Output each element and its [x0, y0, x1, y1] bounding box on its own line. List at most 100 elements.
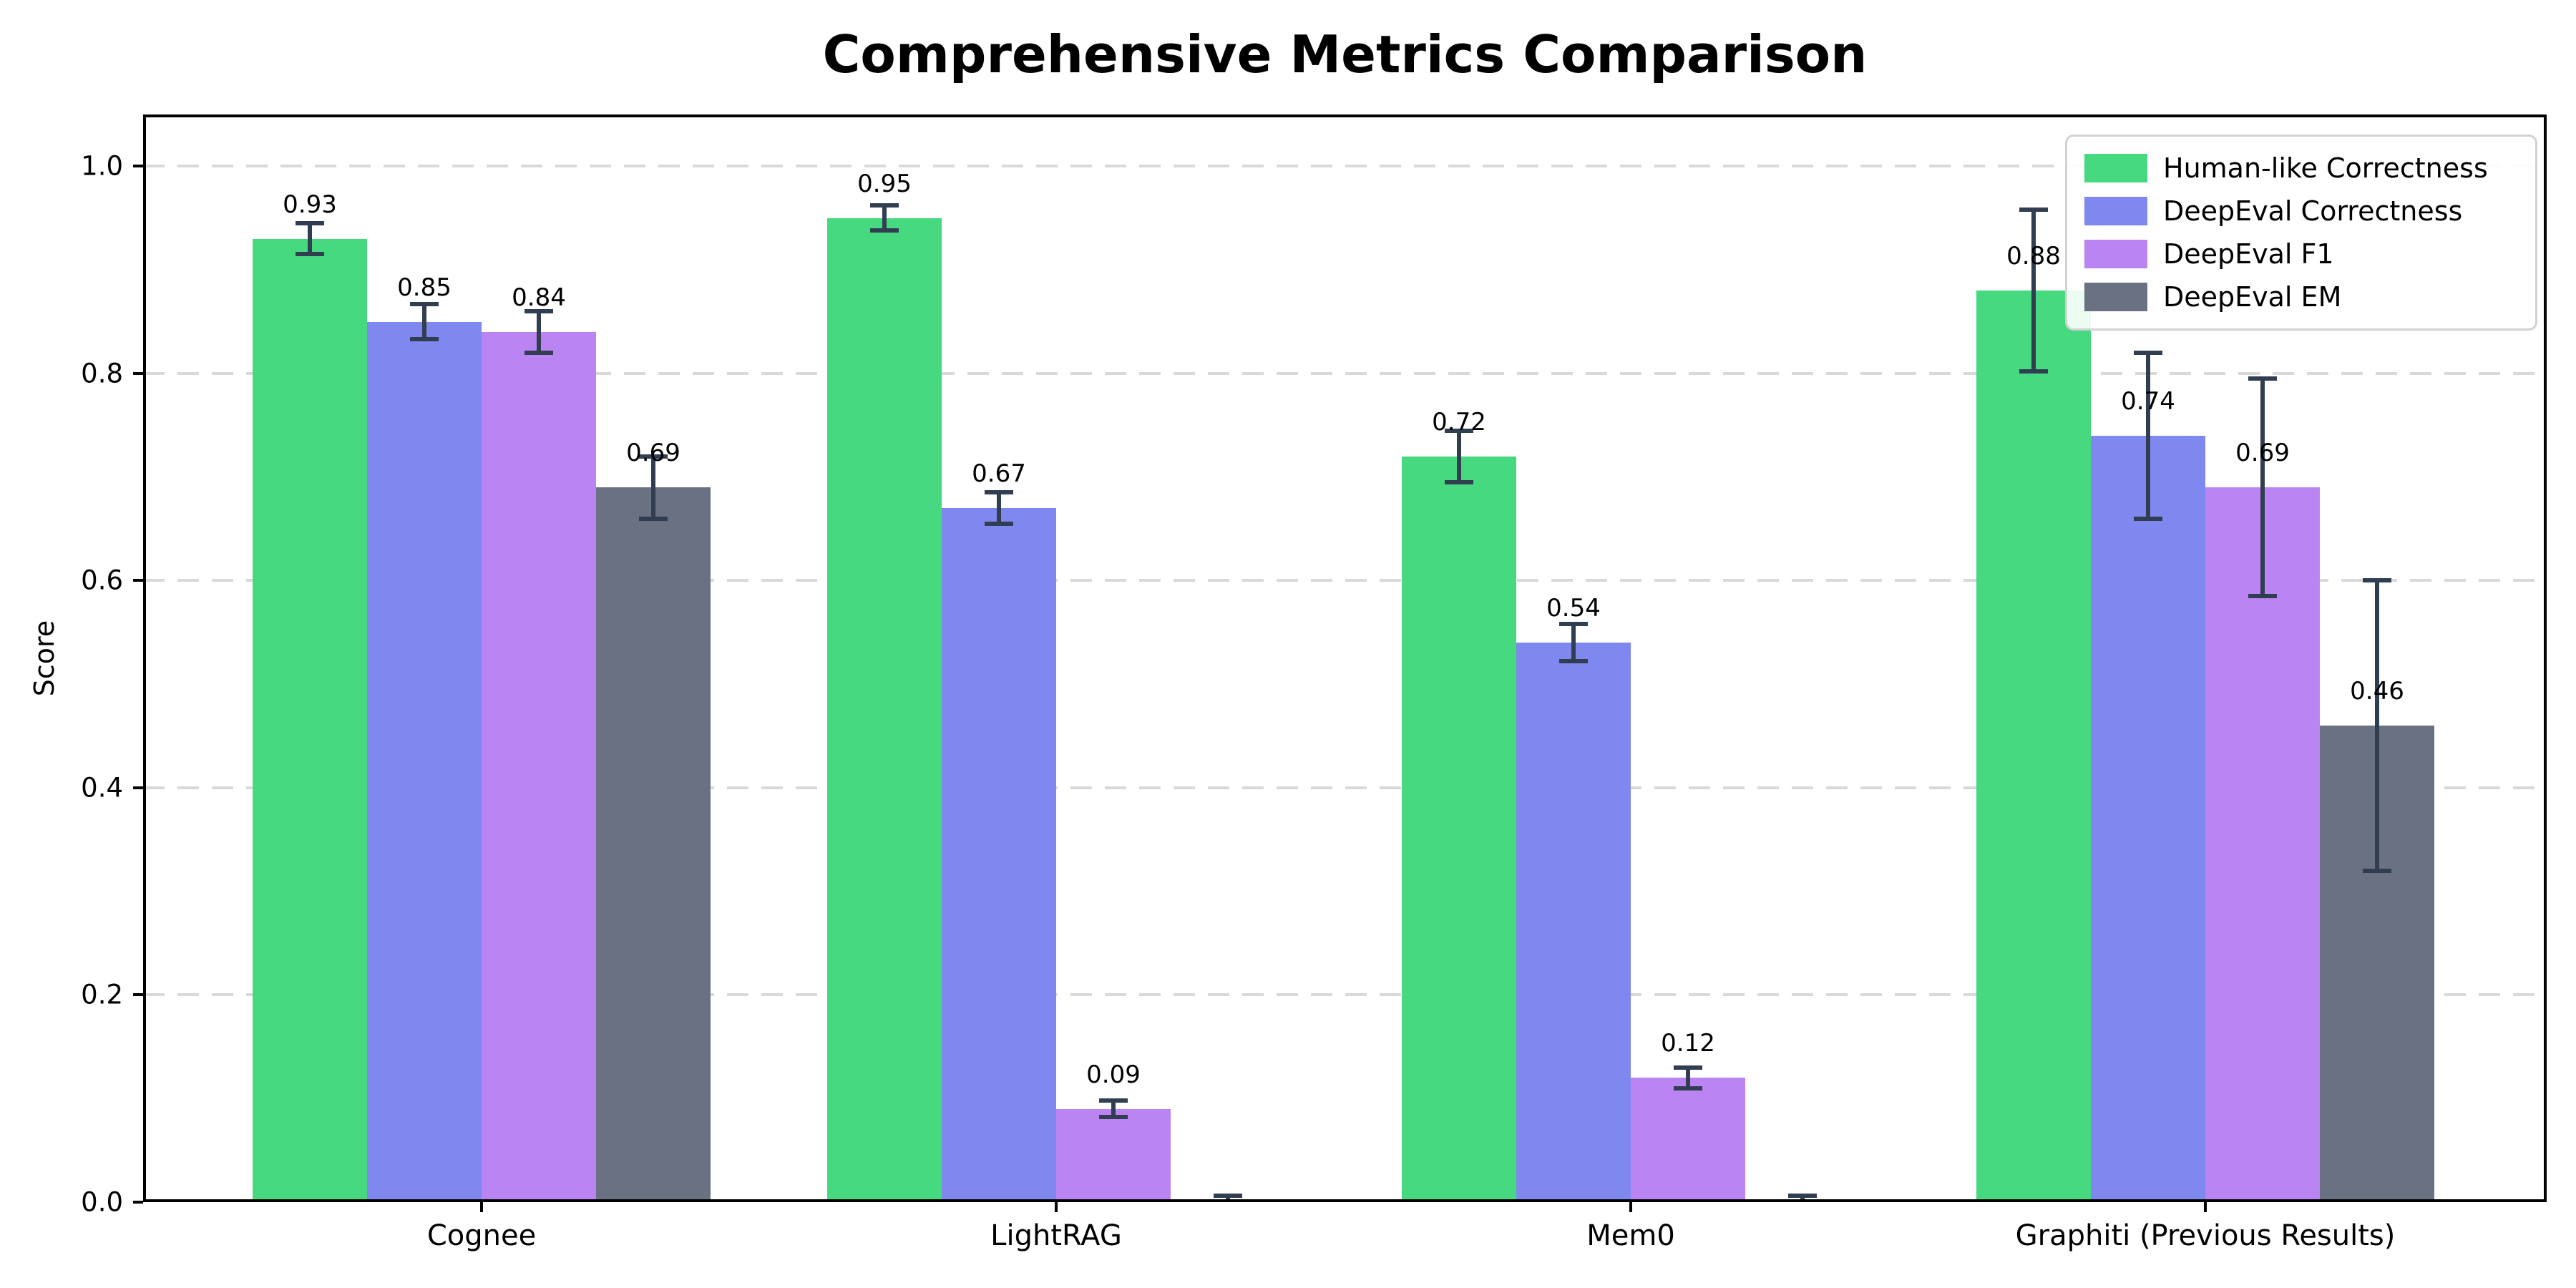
bar-mem0-deepeval-correctness: [1516, 643, 1631, 1202]
error-bar-cap-bottom: [2019, 369, 2048, 374]
error-bar-line: [997, 492, 1001, 524]
bar-value-label: 0.88: [2006, 242, 2061, 271]
y-tick-mark: [133, 579, 143, 582]
bar-graphiti-previous-results--deepeval-f1: [2205, 487, 2320, 1202]
legend-label: DeepEval F1: [2163, 238, 2334, 270]
y-tick-mark: [133, 993, 143, 997]
error-bar-cap-top: [1099, 1098, 1128, 1103]
y-tick-mark: [133, 1201, 143, 1204]
bar-cognee-deepeval-correctness: [367, 321, 482, 1202]
error-bar-cap-bottom: [870, 228, 899, 233]
error-bar-cap-top: [1445, 428, 1473, 433]
bar-value-label: 0.09: [1086, 1060, 1141, 1089]
y-axis-label: Score: [29, 620, 60, 697]
error-bar-line: [2260, 379, 2265, 597]
x-tick-mark: [2204, 1202, 2207, 1212]
error-bar-cap-top: [1559, 622, 1588, 627]
error-bar-line: [882, 205, 887, 231]
error-bar-cap-top: [1674, 1065, 1702, 1070]
x-tick-label-lightrag: LightRAG: [990, 1219, 1122, 1252]
error-bar-cap-top: [1788, 1194, 1817, 1199]
error-bar-line: [1800, 1196, 1805, 1202]
error-bar-line: [1457, 430, 1461, 482]
bar-value-label: 0.93: [283, 190, 337, 219]
legend-swatch-deepeval-correctness: [2084, 197, 2147, 225]
error-bar-line: [1111, 1101, 1116, 1118]
gridline: [143, 371, 2547, 375]
legend-swatch-deepeval-f1: [2084, 240, 2147, 268]
gridline: [143, 579, 2547, 582]
error-bar-cap-top: [2248, 376, 2277, 381]
bar-value-label: 0.46: [2350, 677, 2404, 706]
bar-lightrag-deepeval-f1: [1056, 1108, 1171, 1202]
legend: Human-like Correctness DeepEval Correctne…: [2065, 135, 2537, 331]
error-bar-cap-bottom: [2248, 594, 2277, 599]
bar-value-label: 0.54: [1546, 594, 1601, 623]
error-bar-cap-bottom: [1099, 1115, 1128, 1120]
bar-value-label: 0.69: [626, 439, 680, 468]
error-bar-line: [308, 223, 312, 255]
legend-row-deepeval-em: DeepEval EM: [2084, 278, 2518, 316]
error-bar-cap-bottom: [410, 337, 439, 342]
y-tick-label: 0.0: [81, 1186, 123, 1218]
bar-value-label: 0.85: [397, 273, 452, 302]
gridline: [143, 993, 2547, 997]
error-bar-cap-bottom: [2363, 868, 2391, 873]
legend-label: Human-like Correctness: [2163, 152, 2488, 184]
bar-graphiti-previous-results--deepeval-correctness: [2091, 435, 2205, 1202]
error-bar-cap-bottom: [1674, 1085, 1702, 1091]
error-bar-cap-top: [2363, 578, 2391, 583]
bar-mem0-human-like-correctness: [1402, 456, 1516, 1202]
error-bar-line: [1686, 1067, 1690, 1088]
bar-value-label: 0.67: [972, 459, 1026, 489]
y-tick-label: 0.4: [81, 772, 123, 804]
bar-cognee-deepeval-f1: [482, 332, 596, 1202]
error-bar-line: [1226, 1196, 1230, 1202]
error-bar-line: [422, 303, 426, 340]
error-bar-cap-bottom: [2134, 516, 2162, 521]
y-tick-label: 0.2: [81, 979, 123, 1010]
error-bar-cap-top: [1214, 1194, 1242, 1199]
bar-value-label: 0.74: [2121, 386, 2175, 416]
error-bar-line: [2146, 352, 2150, 519]
legend-row-deepeval-f1: DeepEval F1: [2084, 235, 2518, 273]
bar-value-label: 0.72: [1432, 407, 1486, 436]
error-bar-cap-bottom: [296, 252, 324, 257]
bar-value-label: 0.84: [512, 283, 566, 312]
bar-cognee-deepeval-em: [596, 487, 711, 1202]
error-bar-cap-top: [525, 309, 553, 314]
error-bar-cap-bottom: [1559, 659, 1588, 664]
x-tick-mark: [1055, 1202, 1058, 1212]
legend-label: DeepEval Correctness: [2163, 195, 2463, 227]
error-bar-line: [1571, 624, 1576, 662]
x-tick-mark: [480, 1202, 483, 1212]
x-tick-label-cognee: Cognee: [426, 1219, 537, 1252]
error-bar-line: [651, 456, 655, 519]
error-bar-cap-top: [410, 301, 439, 306]
y-tick-mark: [133, 165, 143, 168]
error-bar-cap-bottom: [1445, 479, 1473, 484]
error-bar-cap-top: [985, 490, 1013, 495]
error-bar-cap-bottom: [525, 350, 553, 355]
error-bar-line: [2031, 210, 2036, 371]
legend-swatch-deepeval-em: [2084, 283, 2147, 311]
bar-graphiti-previous-results--human-like-correctness: [1976, 291, 2091, 1202]
bar-mem0-deepeval-f1: [1631, 1078, 1745, 1202]
x-tick-label-graphiti-previous-results-: Graphiti (Previous Results): [2015, 1219, 2396, 1252]
y-tick-mark: [133, 371, 143, 375]
legend-row-human-like-correctness: Human-like Correctness: [2084, 150, 2518, 187]
error-bar-cap-top: [639, 454, 668, 459]
error-bar-cap-top: [2134, 350, 2162, 355]
y-tick-mark: [133, 786, 143, 789]
error-bar-line: [537, 311, 541, 353]
bar-lightrag-deepeval-correctness: [942, 508, 1056, 1202]
error-bar-cap-top: [2019, 208, 2048, 213]
legend-row-deepeval-correctness: DeepEval Correctness: [2084, 192, 2518, 230]
y-tick-label: 1.0: [81, 150, 123, 182]
legend-label: DeepEval EM: [2163, 281, 2342, 313]
error-bar-cap-top: [296, 221, 324, 225]
error-bar-cap-bottom: [985, 521, 1013, 526]
y-tick-label: 0.6: [81, 565, 123, 596]
gridline: [143, 165, 2547, 168]
